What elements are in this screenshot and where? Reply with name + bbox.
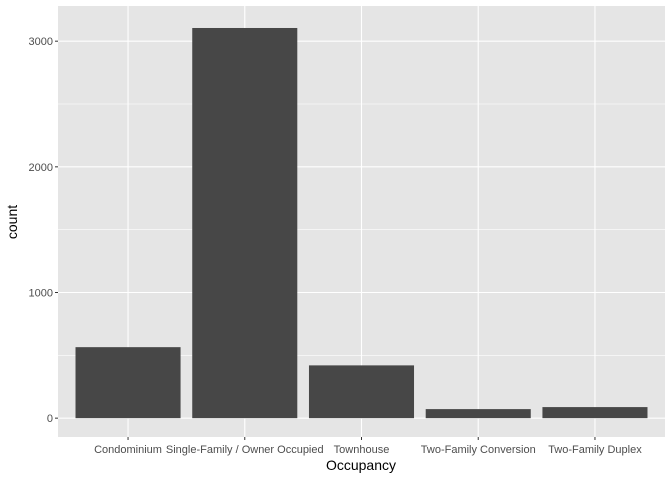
x-tick-label: Condominium	[94, 444, 162, 456]
y-axis: 0 1000 2000 3000	[29, 36, 58, 425]
bar	[192, 27, 298, 419]
y-tick-label: 2000	[29, 162, 53, 174]
x-axis: Condominium Single-Family / Owner Occupie…	[94, 437, 642, 456]
bar	[308, 365, 415, 419]
x-tick-label: Townhouse	[334, 444, 390, 456]
x-axis-title: Occupancy	[326, 457, 396, 473]
bar	[542, 407, 648, 419]
y-tick-label: 1000	[29, 287, 53, 299]
y-tick-label: 3000	[29, 36, 53, 48]
y-axis-title: count	[4, 205, 20, 239]
bar	[75, 347, 181, 419]
x-tick-label: Two-Family Conversion	[421, 444, 536, 456]
x-tick-label: Single-Family / Owner Occupied	[166, 444, 324, 456]
bar	[425, 409, 531, 419]
bars	[75, 27, 648, 419]
x-tick-label: Two-Family Duplex	[548, 444, 642, 456]
y-tick-label: 0	[47, 413, 53, 425]
